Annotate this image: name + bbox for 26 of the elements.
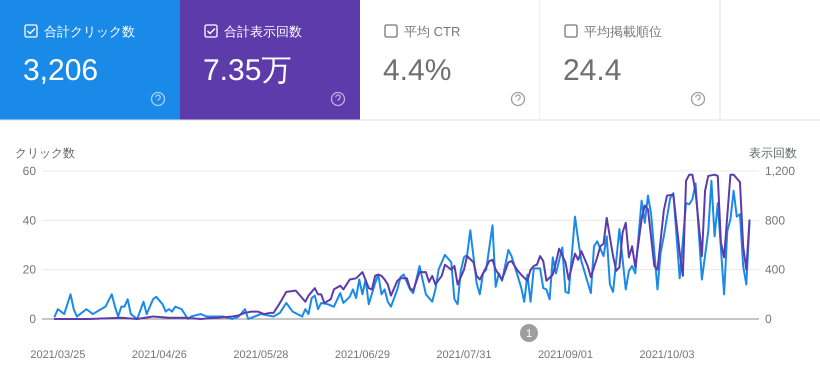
x-tick-label: 2021/05/28 (233, 349, 288, 361)
y-tick-label: 60 (22, 164, 36, 178)
y-axis-title: クリック数 (15, 146, 75, 160)
text: 平均 CTR (404, 24, 460, 39)
y-tick-label: 20 (22, 262, 36, 277)
y2-axis-title: 表示回数 (749, 146, 797, 160)
text: 1 (526, 328, 532, 340)
y2-tick-label: 400 (765, 262, 786, 277)
text: 3,206 (23, 54, 98, 87)
text: 24.4 (563, 54, 622, 87)
text: 4.4% (383, 54, 452, 87)
text: 7.35万 (203, 54, 292, 87)
x-tick-label: 2021/03/25 (30, 349, 86, 361)
x-tick-label: 2021/10/03 (639, 349, 695, 361)
x-tick-label: 2021/07/31 (436, 349, 492, 361)
text: 平均掲載順位 (584, 24, 662, 39)
y2-tick-label: 0 (765, 312, 772, 326)
x-tick-label: 2021/06/29 (334, 349, 390, 361)
y2-tick-label: 1,200 (765, 164, 796, 178)
text: 合計クリック数 (44, 24, 135, 39)
text: 合計表示回数 (224, 24, 302, 39)
y2-tick-label: 800 (765, 213, 786, 228)
y-tick-label: 40 (22, 213, 36, 228)
x-tick-label: 2021/04/26 (132, 349, 187, 361)
x-tick-label: 2021/09/01 (538, 349, 594, 361)
y-tick-label: 0 (29, 312, 36, 326)
